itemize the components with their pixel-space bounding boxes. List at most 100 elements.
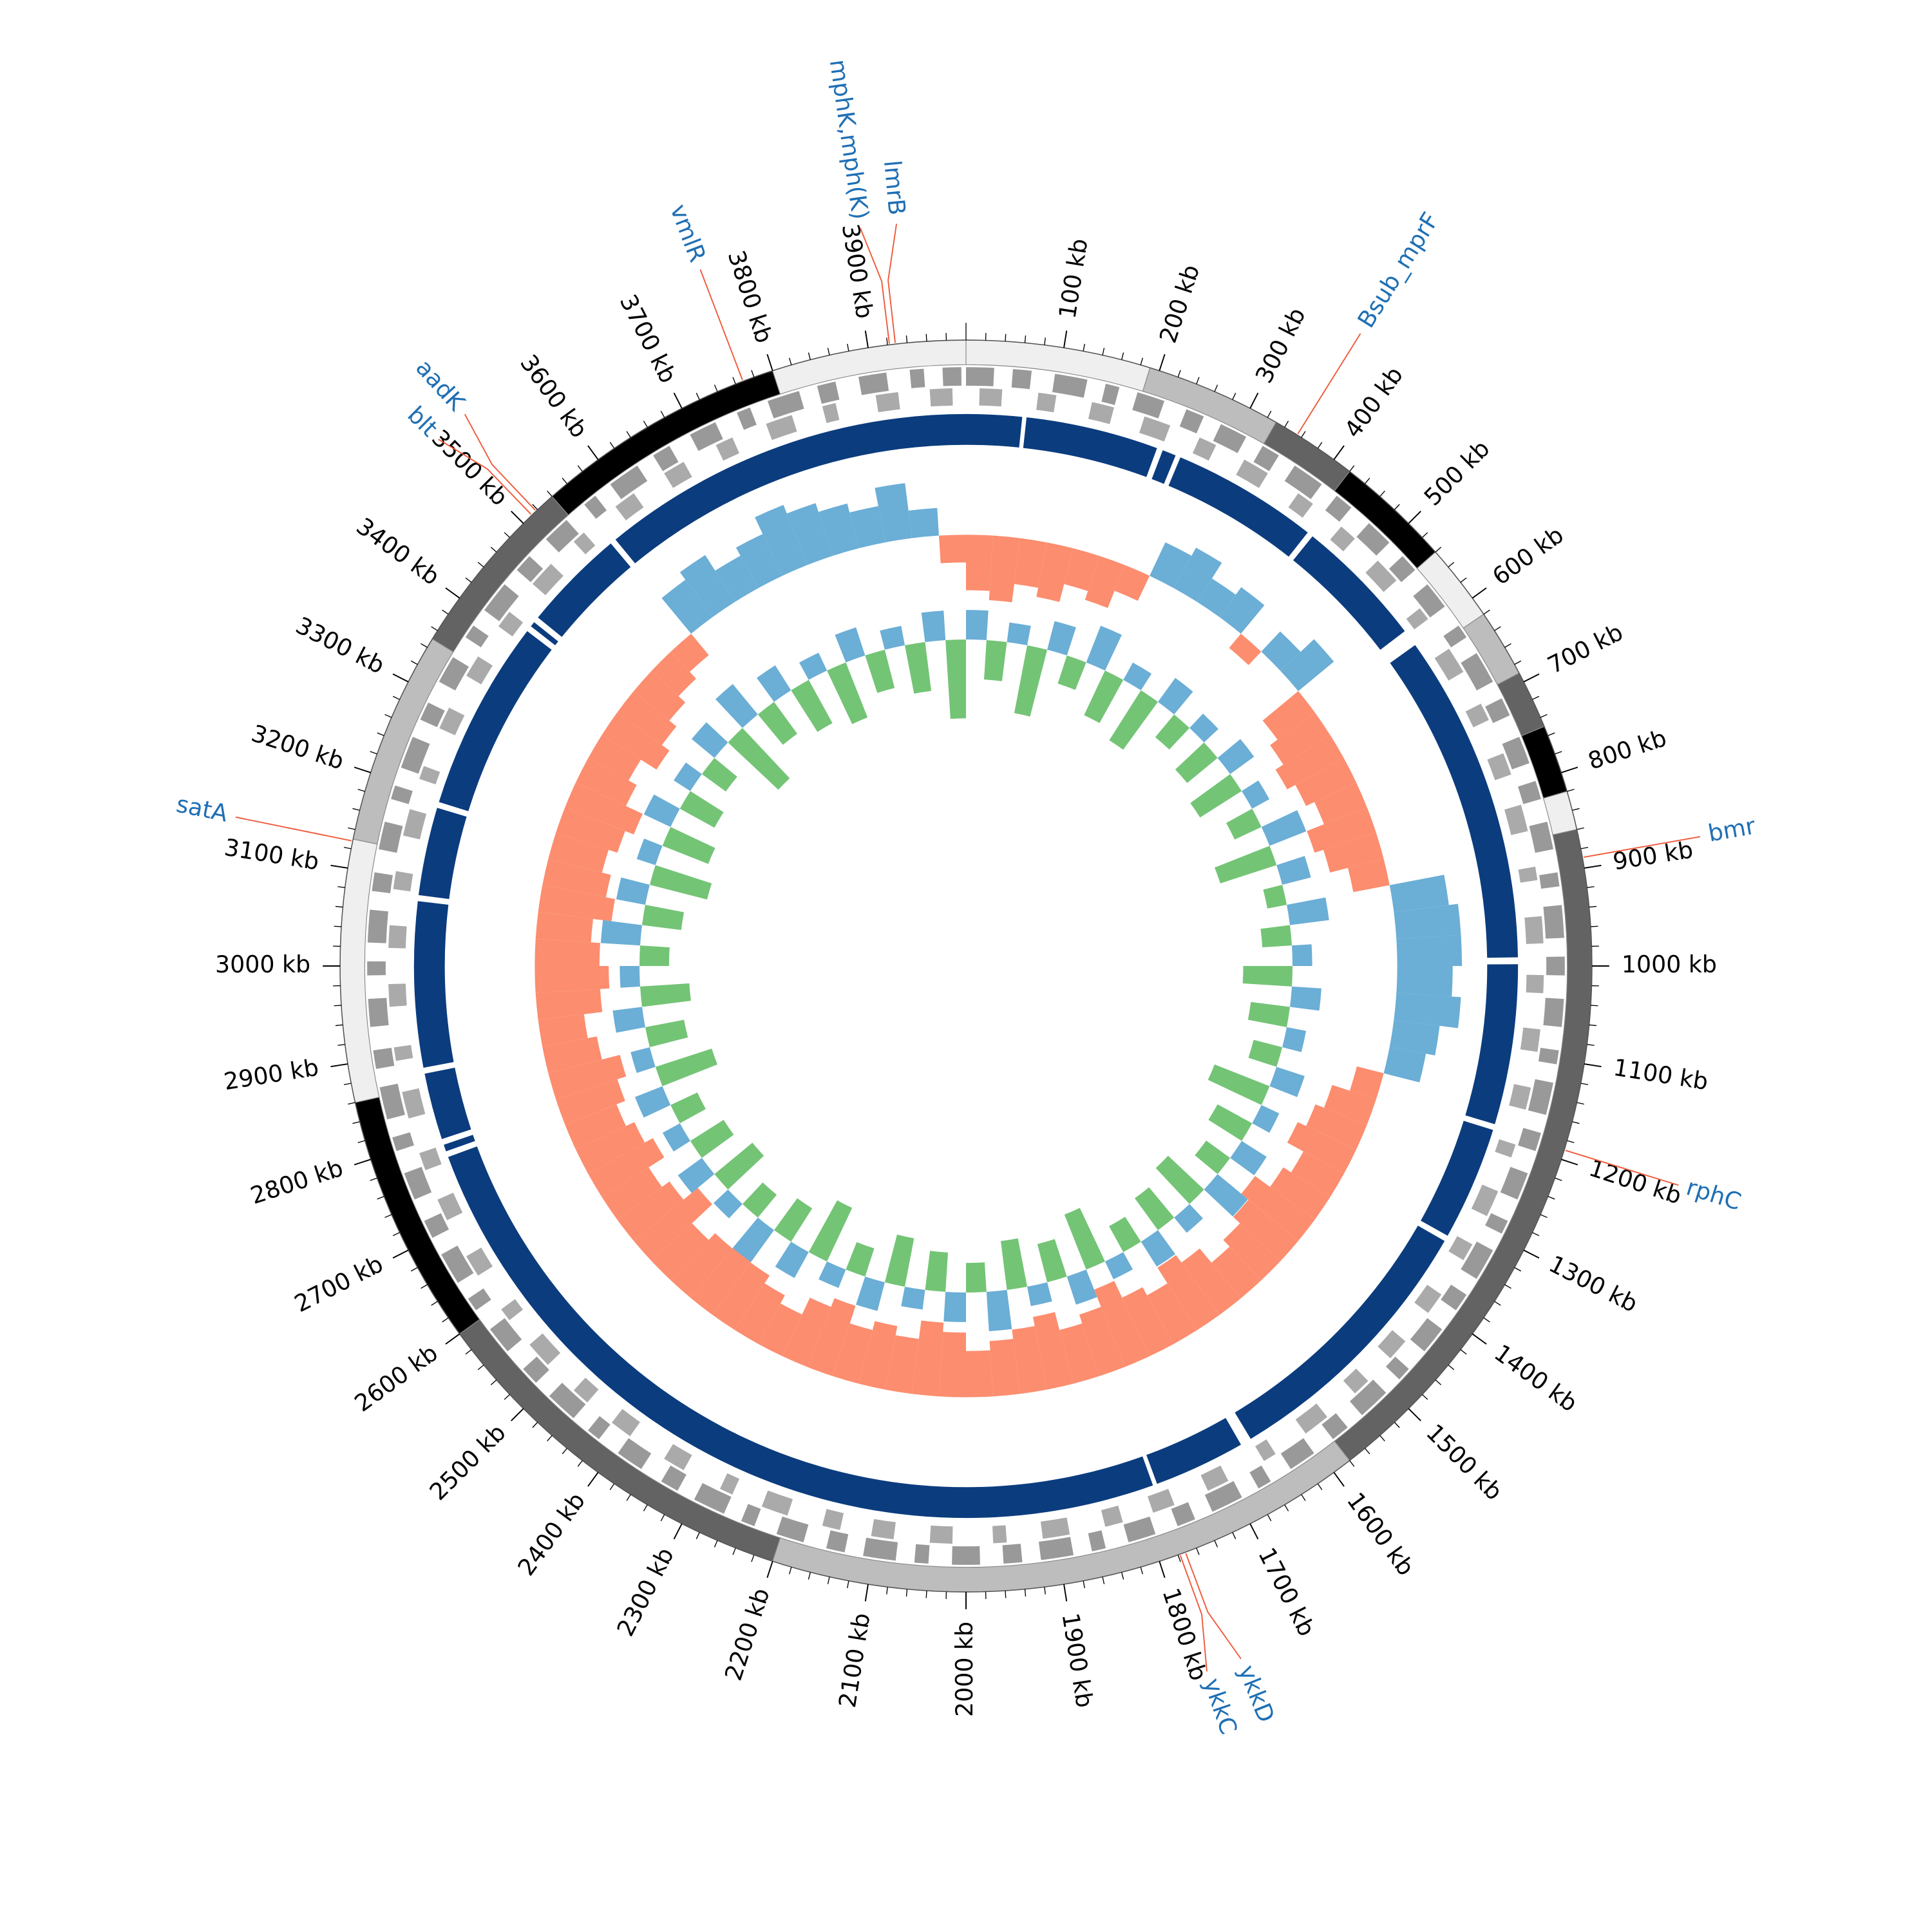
histogram-bar — [1000, 1238, 1028, 1291]
gene — [1002, 1544, 1023, 1564]
gene — [489, 1318, 522, 1352]
histogram-bar — [1195, 1141, 1231, 1175]
histogram-bar — [728, 728, 790, 790]
gene — [858, 372, 889, 395]
minor-tick — [1365, 477, 1370, 484]
histogram-bar — [714, 1142, 764, 1190]
histogram-bar — [1349, 1066, 1384, 1099]
minor-tick — [714, 1540, 718, 1548]
histogram-bar — [1226, 808, 1262, 840]
minor-tick — [1460, 1349, 1467, 1355]
histogram-bar — [1181, 1248, 1241, 1315]
gene — [615, 493, 644, 520]
histogram-bar — [1122, 1287, 1174, 1356]
tick-label: 1300 kb — [1544, 1250, 1642, 1318]
histogram-bar — [714, 1189, 743, 1218]
minor-tick — [626, 431, 631, 438]
histogram-bar — [1262, 691, 1315, 740]
minor-tick — [696, 392, 700, 400]
tick-label: 2200 kb — [719, 1585, 775, 1684]
histogram-bar — [1157, 1255, 1220, 1331]
tick-label: 2800 kb — [247, 1154, 346, 1210]
histogram-bar — [1269, 1066, 1305, 1097]
tick-label: 1400 kb — [1489, 1339, 1582, 1417]
histogram-bar — [1323, 833, 1384, 873]
minor-tick — [751, 370, 755, 377]
minor-tick — [477, 1365, 484, 1370]
histogram-bar — [875, 483, 913, 543]
leader-line — [860, 227, 890, 344]
gene — [929, 1525, 953, 1544]
histogram-bar — [1014, 538, 1047, 588]
major-tick — [1584, 864, 1602, 869]
major-tick — [1523, 1249, 1540, 1259]
gene — [1526, 974, 1544, 994]
major-tick — [766, 1561, 773, 1578]
gene — [1461, 1241, 1493, 1279]
gene — [966, 367, 994, 386]
tick-label: 600 kb — [1487, 521, 1568, 591]
gene — [952, 1546, 980, 1565]
block — [538, 543, 631, 638]
histogram-bar — [1215, 846, 1277, 884]
minor-tick — [1083, 343, 1085, 352]
minor-tick — [384, 714, 392, 718]
gene — [419, 1147, 442, 1171]
gene — [1330, 526, 1355, 552]
minor-tick — [343, 1083, 352, 1085]
histogram-bar — [1242, 780, 1270, 809]
tick-label: 800 kb — [1585, 724, 1670, 775]
block — [1465, 964, 1519, 1124]
gene — [401, 737, 430, 774]
gene — [424, 1213, 450, 1238]
gene-label: rphC — [1683, 1173, 1745, 1216]
histogram-bar — [1032, 1312, 1074, 1390]
minor-tick — [490, 547, 497, 553]
gene — [393, 871, 413, 892]
histogram-bar — [715, 684, 758, 728]
histogram-bar — [616, 877, 650, 905]
histogram-bar — [639, 983, 691, 1007]
minor-tick — [1494, 626, 1501, 631]
histogram-bar — [1175, 742, 1218, 783]
histogram-bar — [1123, 662, 1152, 690]
minor-tick — [1435, 1379, 1442, 1385]
major-tick — [354, 766, 371, 773]
major-tick — [1561, 1159, 1578, 1166]
histogram-bar — [535, 989, 603, 1020]
gene — [664, 462, 692, 488]
tick-label: 2500 kb — [424, 1419, 511, 1506]
gene — [437, 1192, 463, 1220]
gene — [1378, 1330, 1406, 1359]
minor-tick — [1379, 1435, 1385, 1442]
gene — [1088, 1530, 1106, 1552]
gene — [402, 1088, 426, 1119]
major-tick — [1561, 766, 1578, 773]
major-tick — [330, 1063, 348, 1068]
gene — [1443, 625, 1467, 648]
gene — [498, 612, 524, 637]
major-tick — [766, 354, 773, 371]
minor-tick — [577, 1460, 583, 1467]
histogram-bar — [808, 1200, 853, 1262]
histogram-bar — [1047, 621, 1076, 656]
gene — [690, 422, 723, 451]
histogram-bar — [535, 912, 594, 943]
major-tick — [392, 673, 409, 683]
tick-label: 500 kb — [1419, 435, 1495, 511]
minor-tick — [827, 348, 830, 355]
minor-tick — [751, 1555, 755, 1562]
gene — [1349, 1379, 1387, 1416]
gene — [1284, 465, 1322, 500]
minor-tick — [1532, 696, 1540, 700]
histogram-bar — [1394, 904, 1461, 939]
histogram-bar — [601, 712, 670, 770]
minor-tick — [357, 788, 365, 792]
gene — [1543, 905, 1564, 939]
histogram-bar — [1173, 547, 1222, 602]
minor-tick — [788, 1567, 792, 1575]
gene — [584, 495, 607, 519]
minor-tick — [1504, 643, 1511, 648]
histogram-bar — [1323, 1084, 1376, 1125]
histogram-bar — [588, 735, 641, 781]
